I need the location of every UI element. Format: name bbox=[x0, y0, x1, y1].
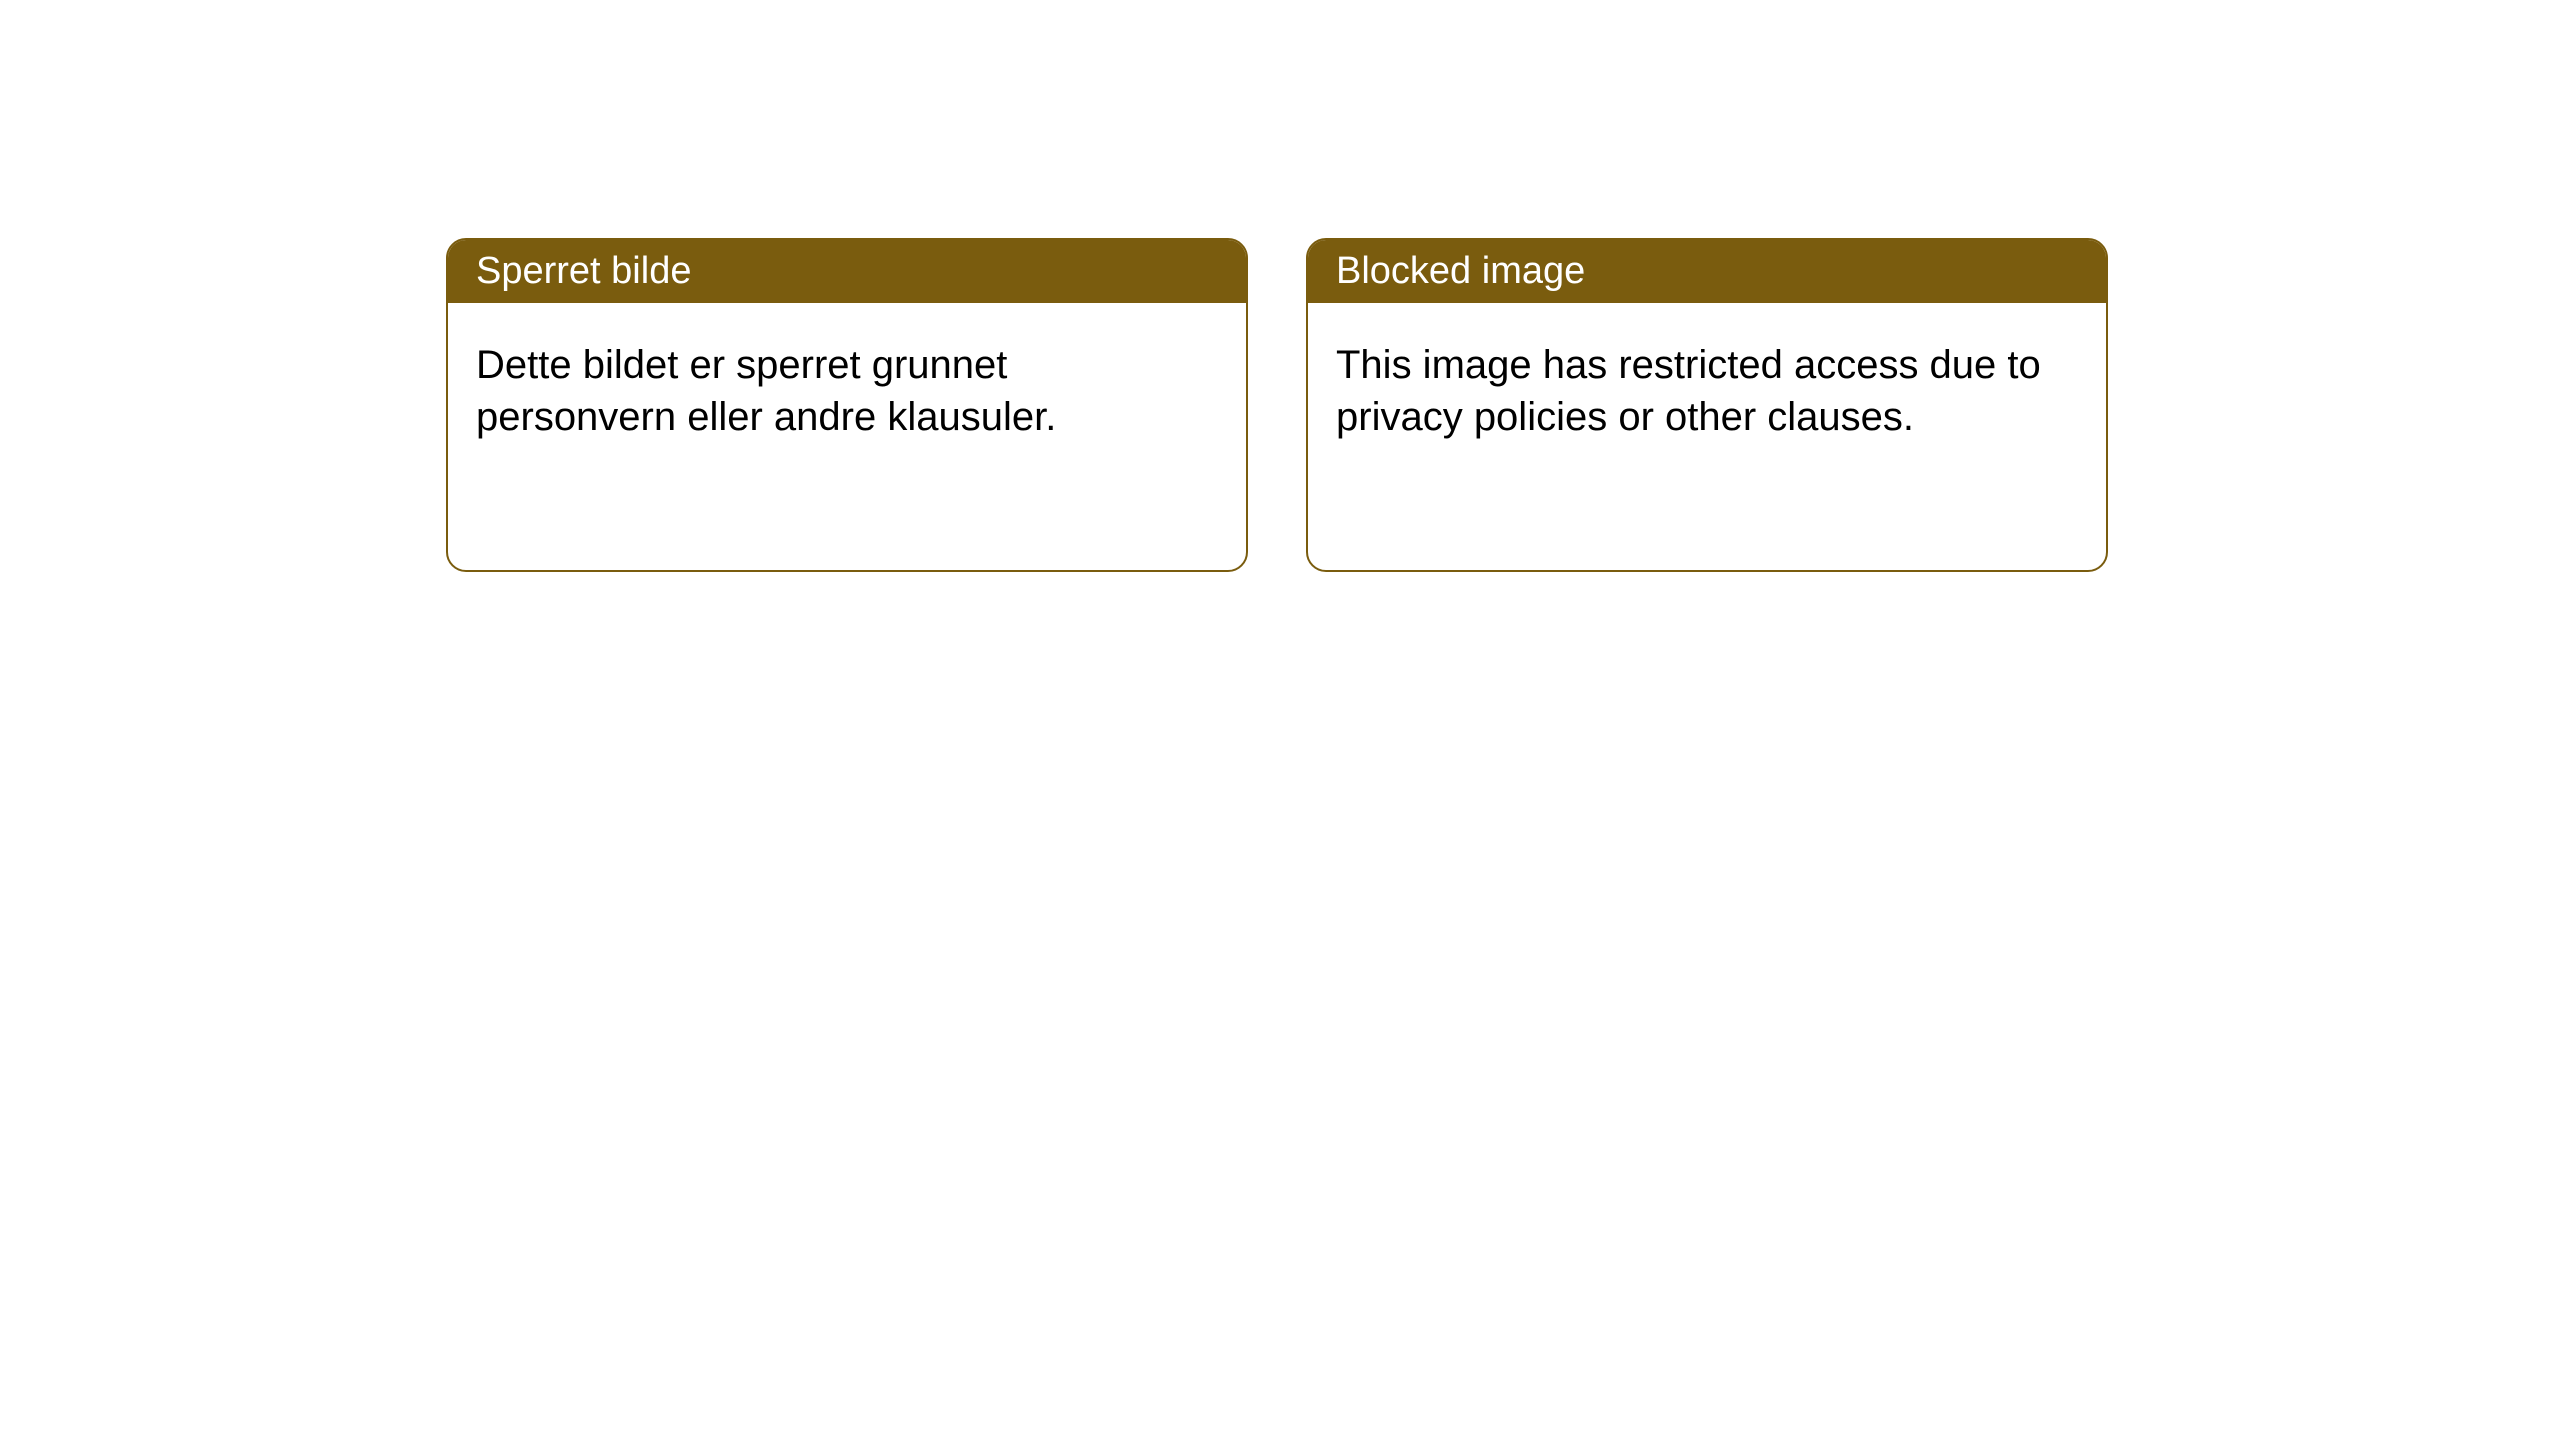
card-body: Dette bildet er sperret grunnet personve… bbox=[448, 303, 1246, 479]
card-title: Blocked image bbox=[1336, 250, 1585, 292]
blocked-image-card-en: Blocked image This image has restricted … bbox=[1306, 238, 2108, 572]
card-message: This image has restricted access due to … bbox=[1336, 343, 2041, 439]
card-header: Sperret bilde bbox=[448, 240, 1246, 303]
card-body: This image has restricted access due to … bbox=[1308, 303, 2106, 479]
card-title: Sperret bilde bbox=[476, 250, 691, 292]
card-header: Blocked image bbox=[1308, 240, 2106, 303]
card-message: Dette bildet er sperret grunnet personve… bbox=[476, 343, 1056, 439]
blocked-image-card-no: Sperret bilde Dette bildet er sperret gr… bbox=[446, 238, 1248, 572]
cards-container: Sperret bilde Dette bildet er sperret gr… bbox=[446, 238, 2108, 572]
